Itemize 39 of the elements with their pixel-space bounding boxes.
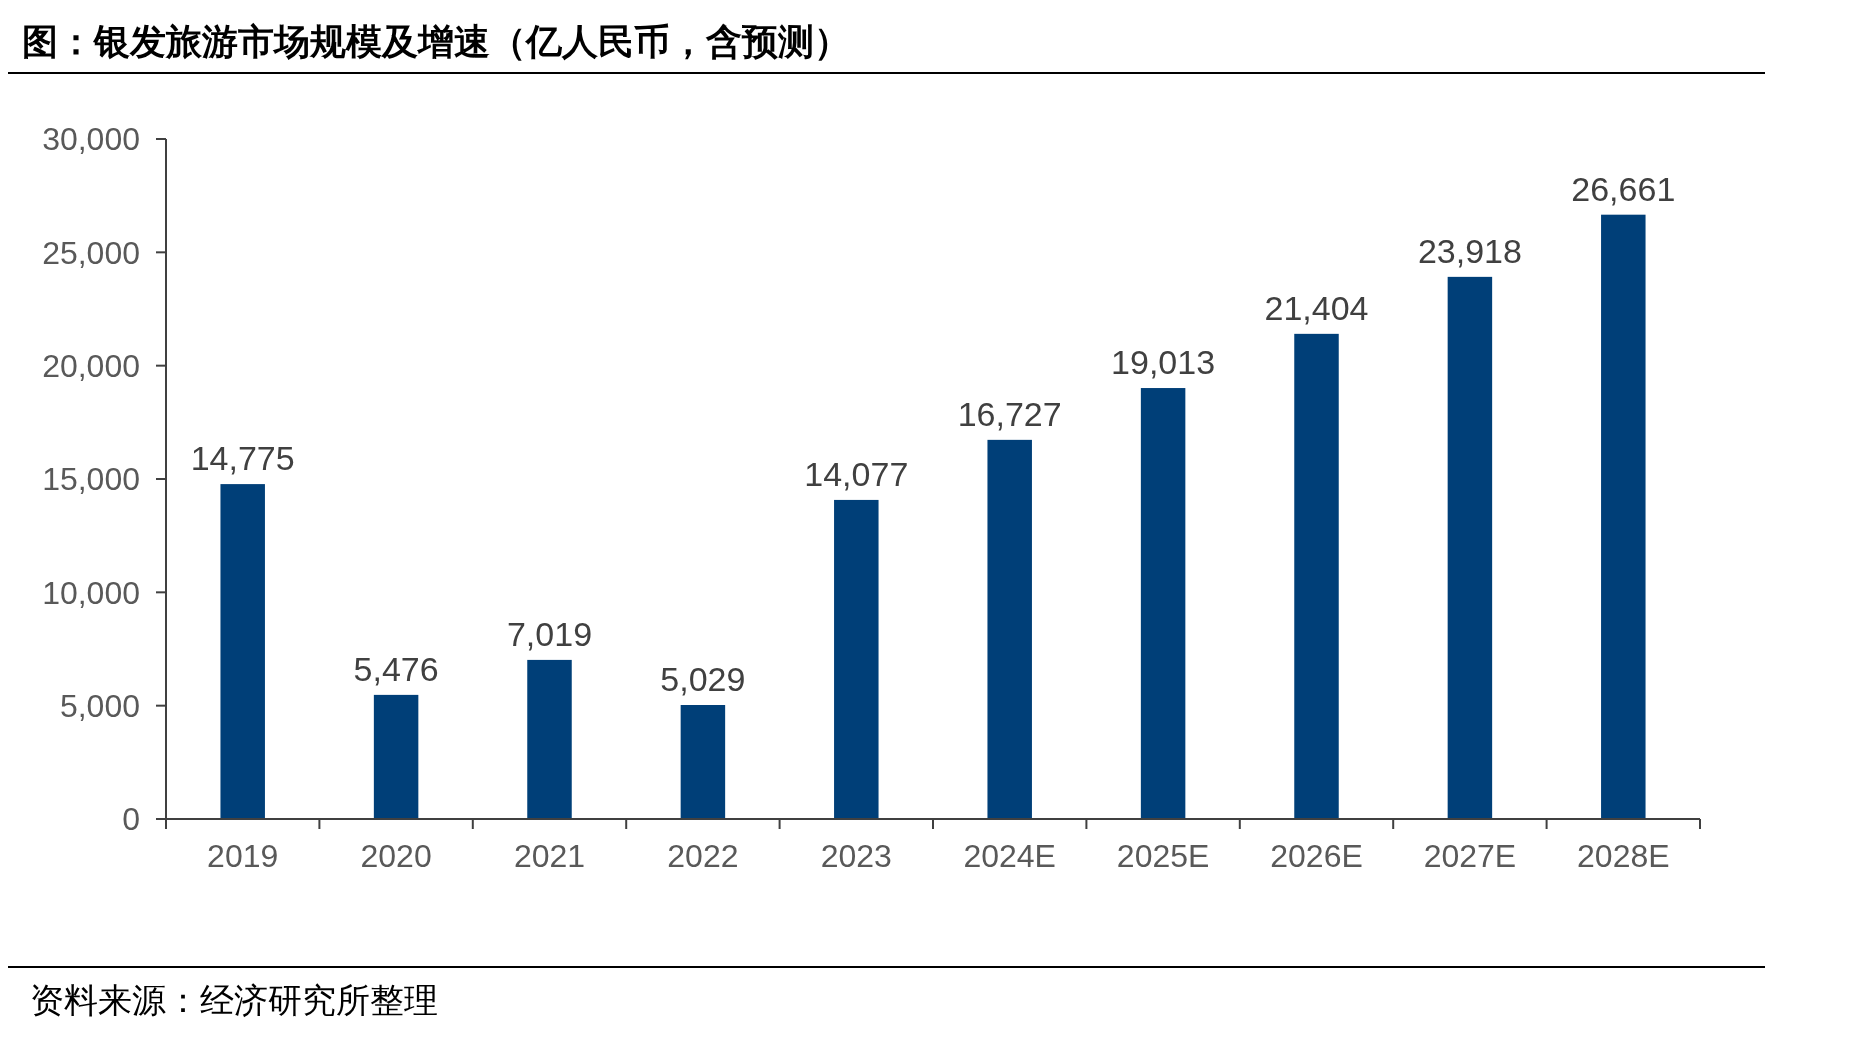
chart-title: 图：银发旅游市场规模及增速（亿人民币，含预测） bbox=[22, 21, 850, 62]
bar bbox=[527, 659, 572, 819]
data-label: 5,029 bbox=[660, 660, 746, 699]
x-tick-label: 2019 bbox=[207, 838, 279, 874]
y-tick-label: 20,000 bbox=[42, 347, 140, 384]
x-tick-label: 2024E bbox=[963, 838, 1056, 874]
bar bbox=[680, 705, 726, 819]
bar bbox=[1447, 276, 1493, 819]
x-tick-label: 2026E bbox=[1270, 838, 1363, 874]
data-label: 21,404 bbox=[1264, 288, 1369, 327]
x-tick-label: 2027E bbox=[1423, 838, 1517, 874]
x-tick-label: 2023 bbox=[820, 838, 892, 874]
bar bbox=[834, 499, 879, 819]
data-label: 26,661 bbox=[1571, 169, 1676, 208]
y-tick-label: 15,000 bbox=[42, 461, 140, 498]
bar bbox=[373, 694, 419, 819]
y-tick-label: 0 bbox=[122, 801, 140, 838]
y-tick-label: 10,000 bbox=[42, 574, 140, 611]
x-tick-label: 2021 bbox=[513, 838, 586, 874]
data-label: 19,013 bbox=[1111, 343, 1216, 382]
x-tick-label: 2020 bbox=[360, 838, 432, 874]
x-tick-label: 2025E bbox=[1116, 838, 1210, 874]
data-label: 14,775 bbox=[190, 439, 295, 478]
y-tick-label: 30,000 bbox=[42, 121, 140, 158]
y-tick-label: 25,000 bbox=[42, 234, 140, 271]
text: 资料来源：经济研究所整理 bbox=[30, 981, 438, 1019]
bar bbox=[987, 439, 1032, 819]
data-label: 5,476 bbox=[353, 649, 439, 688]
data-label: 16,727 bbox=[957, 394, 1062, 433]
bar bbox=[1601, 214, 1646, 819]
x-tick-label: 2022 bbox=[667, 838, 739, 874]
y-tick-label: 5,000 bbox=[59, 687, 140, 724]
bar bbox=[1294, 333, 1339, 819]
bar bbox=[1140, 388, 1186, 819]
data-label: 14,077 bbox=[804, 454, 909, 493]
data-label: 23,918 bbox=[1417, 231, 1522, 270]
bar bbox=[220, 484, 265, 819]
x-tick-label: 2028E bbox=[1577, 838, 1670, 874]
data-label: 7,019 bbox=[506, 614, 593, 653]
